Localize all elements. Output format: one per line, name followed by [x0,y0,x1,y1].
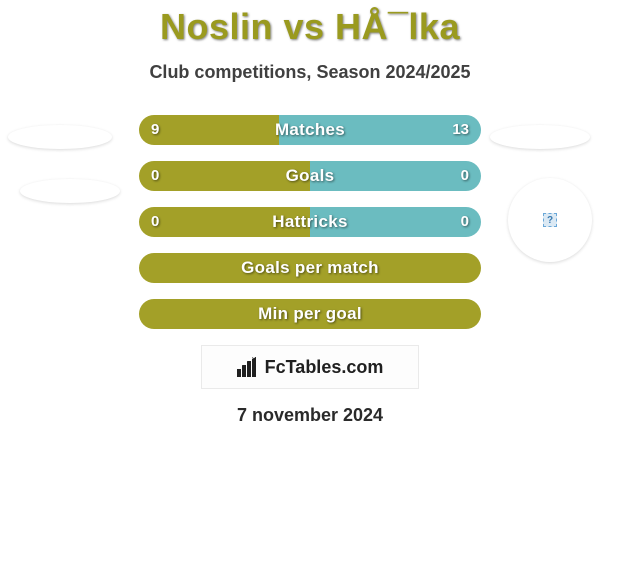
left-player-ellipse-2 [20,179,120,203]
fctables-icon [237,357,261,377]
bar-label: Goals per match [139,253,481,283]
infographic-container: Noslin vs HÅ¯lka Club competitions, Seas… [0,0,620,426]
bar-row: 00Goals [139,161,481,191]
bar-row: Goals per match [139,253,481,283]
fctables-label: FcTables.com [265,357,384,378]
bar-label: Goals [139,161,481,191]
bar-label: Matches [139,115,481,145]
left-player-ellipse-1 [8,125,112,149]
date-label: 7 november 2024 [0,405,620,426]
bar-label: Min per goal [139,299,481,329]
right-player-circle: ? [508,178,592,262]
page-title: Noslin vs HÅ¯lka [0,0,620,48]
right-player-ellipse-1 [490,125,590,149]
placeholder-icon: ? [543,213,557,227]
bar-row: 913Matches [139,115,481,145]
bar-row: Min per goal [139,299,481,329]
comparison-bars: 913Matches 00Goals 00Hattricks Goals per ma… [139,115,481,329]
bar-label: Hattricks [139,207,481,237]
bar-row: 00Hattricks [139,207,481,237]
subtitle: Club competitions, Season 2024/2025 [0,62,620,83]
fctables-logo: FcTables.com [201,345,419,389]
